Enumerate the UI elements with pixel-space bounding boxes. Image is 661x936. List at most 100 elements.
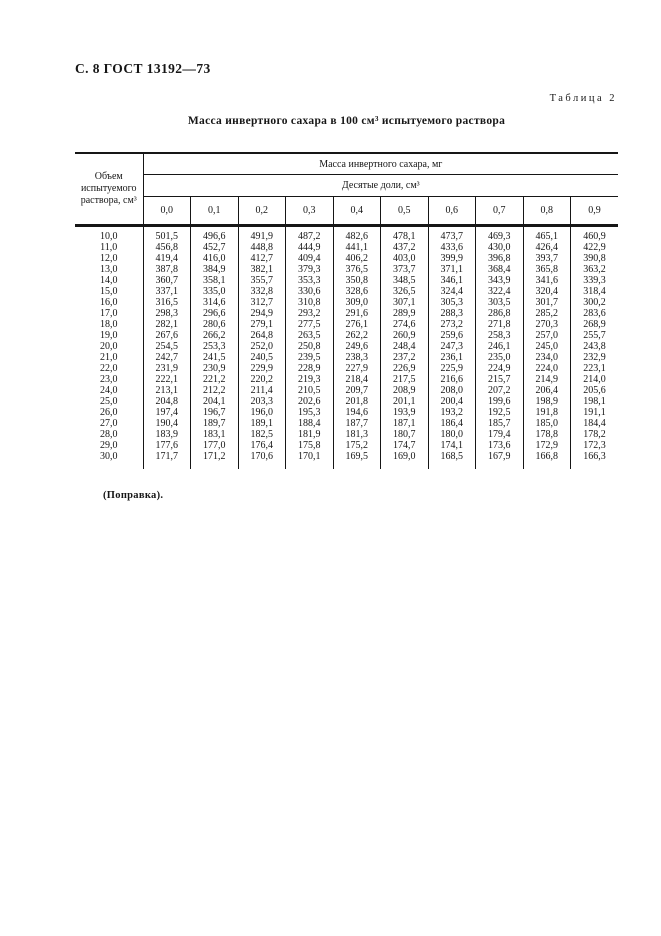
value-cell: 399,9 xyxy=(427,253,476,264)
volume-cell: 19,0 xyxy=(75,330,144,341)
value-cell: 469,3 xyxy=(475,231,523,242)
spacer-cell xyxy=(237,225,286,231)
spacer-cell xyxy=(522,462,571,469)
value-cell: 387,8 xyxy=(142,264,191,275)
spacer-cell xyxy=(475,462,523,469)
value-cell: 204,1 xyxy=(190,396,238,407)
value-cell: 320,4 xyxy=(522,286,571,297)
value-cell: 460,9 xyxy=(570,231,619,242)
value-cell: 193,9 xyxy=(380,407,428,418)
spacer-cell xyxy=(190,225,238,231)
value-cell: 473,7 xyxy=(427,231,476,242)
table-row: 15,0 337,1 335,0 332,8 330,6 328,6 326,5 324,4 3… xyxy=(75,286,619,297)
value-cell: 286,8 xyxy=(475,308,523,319)
value-cell: 166,8 xyxy=(522,451,571,462)
value-cell: 360,7 xyxy=(142,275,191,286)
value-cell: 301,7 xyxy=(522,297,571,308)
spacer-cell xyxy=(475,225,523,231)
value-cell: 179,4 xyxy=(475,429,523,440)
value-cell: 172,9 xyxy=(522,440,571,451)
value-cell: 307,1 xyxy=(380,297,428,308)
value-cell: 268,9 xyxy=(570,319,619,330)
value-cell: 240,5 xyxy=(237,352,286,363)
value-cell: 310,8 xyxy=(285,297,333,308)
page-header: С. 8 ГОСТ 13192—73 xyxy=(75,61,211,76)
spacer-cell xyxy=(285,225,333,231)
table-row: 30,0 171,7 171,2 170,6 170,1 169,5 169,0 168,5 1… xyxy=(75,451,619,462)
spacer-cell xyxy=(75,225,144,231)
value-cell: 211,4 xyxy=(237,385,286,396)
value-cell: 452,7 xyxy=(190,242,238,253)
mass-band-header: Масса инвертного сахара, мг xyxy=(143,152,619,175)
value-cell: 368,4 xyxy=(475,264,523,275)
column-header: 0,5 xyxy=(380,196,428,227)
value-cell: 433,6 xyxy=(427,242,476,253)
value-cell: 215,7 xyxy=(475,374,523,385)
volume-cell: 28,0 xyxy=(75,429,144,440)
value-cell: 202,6 xyxy=(285,396,333,407)
value-cell: 181,9 xyxy=(285,429,333,440)
table-row: 17,0 298,3 296,6 294,9 293,2 291,6 289,9 288,3 2… xyxy=(75,308,619,319)
volume-cell: 16,0 xyxy=(75,297,144,308)
value-cell: 191,8 xyxy=(522,407,571,418)
value-cell: 178,2 xyxy=(570,429,619,440)
value-cell: 339,3 xyxy=(570,275,619,286)
value-cell: 238,3 xyxy=(332,352,381,363)
value-cell: 185,7 xyxy=(475,418,523,429)
value-cell: 384,9 xyxy=(190,264,238,275)
table-row: 11,0 456,8 452,7 448,8 444,9 441,1 437,2 433,6 4… xyxy=(75,242,619,253)
value-cell: 217,5 xyxy=(380,374,428,385)
value-cell: 247,3 xyxy=(427,341,476,352)
spacer-cell xyxy=(427,225,476,231)
table-row: 21,0 242,7 241,5 240,5 239,5 238,3 237,2 236,1 2… xyxy=(75,352,619,363)
value-cell: 248,4 xyxy=(380,341,428,352)
value-cell: 185,0 xyxy=(522,418,571,429)
value-cell: 190,4 xyxy=(142,418,191,429)
value-cell: 332,8 xyxy=(237,286,286,297)
column-header: 0,1 xyxy=(190,196,238,227)
value-cell: 501,5 xyxy=(142,231,191,242)
value-cell: 226,9 xyxy=(380,363,428,374)
value-cell: 186,4 xyxy=(427,418,476,429)
value-cell: 478,1 xyxy=(380,231,428,242)
value-cell: 444,9 xyxy=(285,242,333,253)
value-cell: 303,5 xyxy=(475,297,523,308)
value-cell: 403,0 xyxy=(380,253,428,264)
value-cell: 192,5 xyxy=(475,407,523,418)
value-cell: 282,1 xyxy=(142,319,191,330)
value-cell: 228,9 xyxy=(285,363,333,374)
value-cell: 396,8 xyxy=(475,253,523,264)
value-cell: 280,6 xyxy=(190,319,238,330)
value-cell: 230,9 xyxy=(190,363,238,374)
value-cell: 166,3 xyxy=(570,451,619,462)
value-cell: 390,8 xyxy=(570,253,619,264)
value-cell: 176,4 xyxy=(237,440,286,451)
column-header: 0,0 xyxy=(142,196,191,227)
value-cell: 252,0 xyxy=(237,341,286,352)
value-cell: 204,8 xyxy=(142,396,191,407)
value-cell: 243,8 xyxy=(570,341,619,352)
table-row: 19,0 267,6 266,2 264,8 263,5 262,2 260,9 259,6 2… xyxy=(75,330,619,341)
value-cell: 170,1 xyxy=(285,451,333,462)
volume-cell: 10,0 xyxy=(75,231,144,242)
value-cell: 322,4 xyxy=(475,286,523,297)
value-cell: 201,1 xyxy=(380,396,428,407)
value-cell: 201,8 xyxy=(332,396,381,407)
value-cell: 266,2 xyxy=(190,330,238,341)
volume-cell: 14,0 xyxy=(75,275,144,286)
value-cell: 305,3 xyxy=(427,297,476,308)
value-cell: 330,6 xyxy=(285,286,333,297)
spacer-cell xyxy=(142,225,191,231)
value-cell: 205,6 xyxy=(570,385,619,396)
spacer-cell xyxy=(427,462,476,469)
value-cell: 426,4 xyxy=(522,242,571,253)
volume-cell: 24,0 xyxy=(75,385,144,396)
value-cell: 335,0 xyxy=(190,286,238,297)
value-cell: 341,6 xyxy=(522,275,571,286)
value-cell: 214,9 xyxy=(522,374,571,385)
value-cell: 258,3 xyxy=(475,330,523,341)
value-cell: 222,1 xyxy=(142,374,191,385)
spacer-cell xyxy=(190,462,238,469)
value-cell: 291,6 xyxy=(332,308,381,319)
value-cell: 242,7 xyxy=(142,352,191,363)
